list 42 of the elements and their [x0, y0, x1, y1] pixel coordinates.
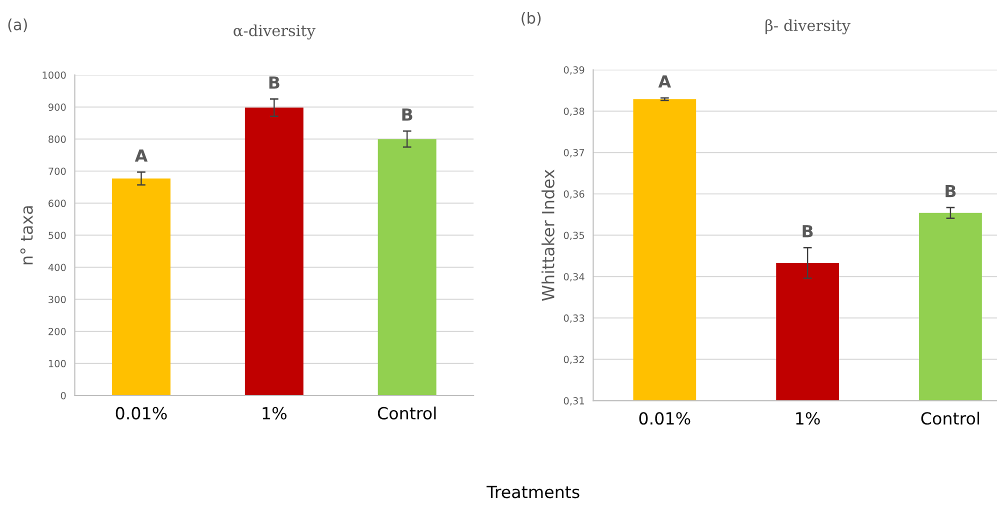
- y-tick-label: 600: [48, 200, 66, 208]
- text: (a): [8, 18, 27, 32]
- y-tick-label: 0,37: [564, 148, 584, 158]
- x-tick-label: 1%: [262, 406, 286, 420]
- y-tick-label: 0,35: [564, 232, 584, 240]
- x-axis-title: Treatments: [486, 486, 580, 498]
- annotation: A: [134, 150, 148, 162]
- x-tick-label: 0.01%: [116, 406, 167, 420]
- annotation: B: [946, 184, 956, 198]
- x-tick-label: Control: [378, 406, 436, 420]
- annotation: A: [658, 75, 672, 88]
- y-tick-label: 0,34: [564, 273, 584, 282]
- y-tick-label: 700: [48, 168, 66, 175]
- bar: [112, 178, 170, 396]
- chart-title: α-diversity: [234, 24, 316, 40]
- y-tick-label: 1000: [42, 71, 66, 79]
- y-tick-label: 300: [48, 296, 66, 304]
- bar: [378, 139, 436, 396]
- y-tick-label: 500: [48, 232, 66, 240]
- bar: [244, 108, 304, 396]
- chart-title: β- diversity: [766, 19, 851, 34]
- y-tick-label: 0,31: [564, 397, 584, 406]
- annotation: B: [269, 76, 280, 89]
- y-tick-label: 900: [48, 103, 66, 111]
- y-tick-label: 0,39: [564, 66, 584, 75]
- x-tick-label: 1%: [796, 412, 820, 425]
- y-tick-label: 200: [48, 328, 66, 336]
- annotation: B: [402, 108, 412, 121]
- y-axis-title: Whittaker Index: [542, 170, 554, 301]
- y-tick-label: 800: [48, 136, 66, 143]
- y-axis-title: n° taxa: [20, 206, 33, 264]
- x-tick-label: 0.01%: [639, 412, 690, 425]
- text: (b): [522, 12, 541, 26]
- y-tick-label: 0,33: [564, 314, 584, 323]
- annotation: B: [802, 225, 813, 238]
- y-tick-label: 0: [60, 392, 66, 400]
- y-tick-label: 0,36: [564, 190, 584, 199]
- y-tick-label: 0,38: [564, 108, 584, 116]
- y-tick-label: 0,32: [564, 356, 584, 364]
- y-tick-label: 100: [48, 360, 66, 368]
- x-tick-label: Control: [921, 412, 980, 425]
- y-tick-label: 400: [48, 264, 66, 272]
